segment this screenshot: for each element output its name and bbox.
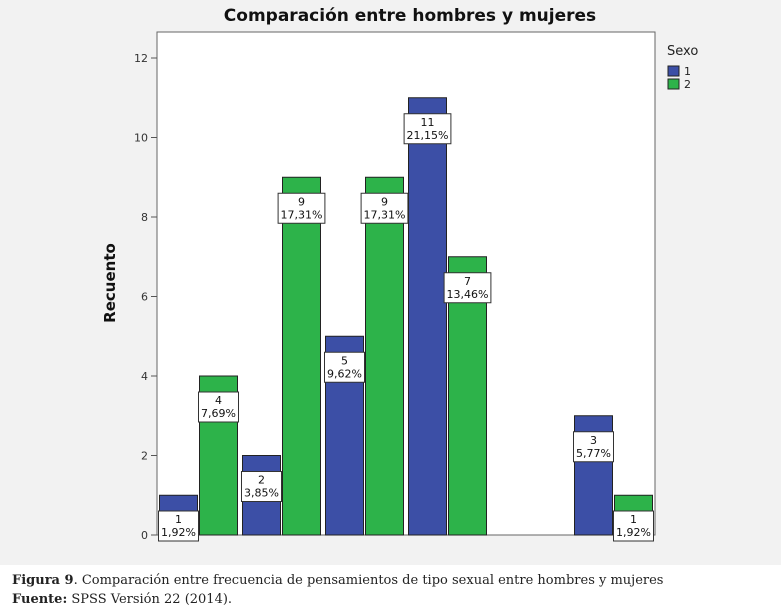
data-label-count: 1	[175, 513, 182, 526]
data-label: 11,92%	[613, 510, 654, 542]
data-label-count: 2	[258, 474, 265, 487]
data-label: 35,77%	[573, 431, 614, 463]
legend-label: 2	[684, 78, 691, 91]
data-label-percent: 7,69%	[201, 407, 236, 420]
legend-swatch	[667, 65, 680, 77]
data-label-count: 4	[215, 394, 222, 407]
y-tick-label: 12	[134, 52, 148, 65]
data-label-count: 11	[421, 116, 435, 129]
data-label: 11,92%	[158, 510, 199, 542]
figure-caption: Figura 9. Comparación entre frecuencia d…	[12, 573, 663, 588]
source-text: SPSS Versión 22 (2014).	[67, 592, 233, 607]
legend-title: Sexo	[667, 44, 698, 59]
y-axis-label: Recuento	[101, 243, 119, 323]
data-label-count: 7	[464, 275, 471, 288]
data-label: 917,31%	[360, 192, 409, 224]
y-tick-label: 6	[141, 291, 148, 304]
data-label: 713,46%	[443, 272, 492, 304]
y-tick-label: 2	[141, 450, 148, 463]
data-label-percent: 21,15%	[407, 129, 449, 142]
chart-area: Comparación entre hombres y mujeres 0 2 4 6…	[0, 0, 781, 565]
figure-text: . Comparación entre frecuencia de pensam…	[73, 573, 664, 588]
y-tick-label: 0	[141, 529, 148, 542]
data-label-percent: 13,46%	[447, 288, 489, 301]
data-label-count: 9	[381, 195, 388, 208]
data-label-percent: 17,31%	[281, 208, 323, 221]
chart-title: Comparación entre hombres y mujeres	[224, 6, 596, 26]
bar-series-2	[365, 176, 404, 536]
y-tick-label: 10	[134, 132, 148, 145]
data-label-count: 5	[341, 354, 348, 367]
legend-swatch	[667, 78, 680, 90]
data-label-count: 9	[298, 195, 305, 208]
bar-chart: Comparación entre hombres y mujeres 0 2 4 6…	[101, 6, 698, 542]
data-label: 59,62%	[324, 351, 365, 383]
data-label-percent: 3,85%	[244, 487, 279, 500]
bar-series-1	[408, 97, 447, 536]
data-labels-group: 11,92%23,85%59,62%1121,15%35,77%47,69%91…	[158, 113, 654, 542]
data-label-percent: 1,92%	[616, 526, 651, 539]
figure-label: Figura 9	[12, 573, 74, 588]
data-label-percent: 9,62%	[327, 367, 362, 380]
y-axis: 0 2 4 6 8 10 12	[134, 52, 157, 542]
bar-series-2	[282, 176, 321, 536]
y-tick-label: 8	[141, 211, 148, 224]
data-label: 47,69%	[198, 391, 239, 423]
legend: Sexo 12	[667, 44, 698, 91]
data-label-count: 1	[630, 513, 637, 526]
data-label: 917,31%	[277, 192, 326, 224]
y-tick-label: 4	[141, 370, 148, 383]
data-label-percent: 17,31%	[364, 208, 406, 221]
data-label: 23,85%	[241, 471, 282, 502]
source-caption: Fuente: SPSS Versión 22 (2014).	[12, 592, 232, 607]
data-label-percent: 1,92%	[161, 526, 196, 539]
data-label-count: 3	[590, 434, 597, 447]
legend-label: 1	[684, 65, 691, 78]
source-label: Fuente:	[12, 592, 68, 607]
data-label-percent: 5,77%	[576, 447, 611, 460]
